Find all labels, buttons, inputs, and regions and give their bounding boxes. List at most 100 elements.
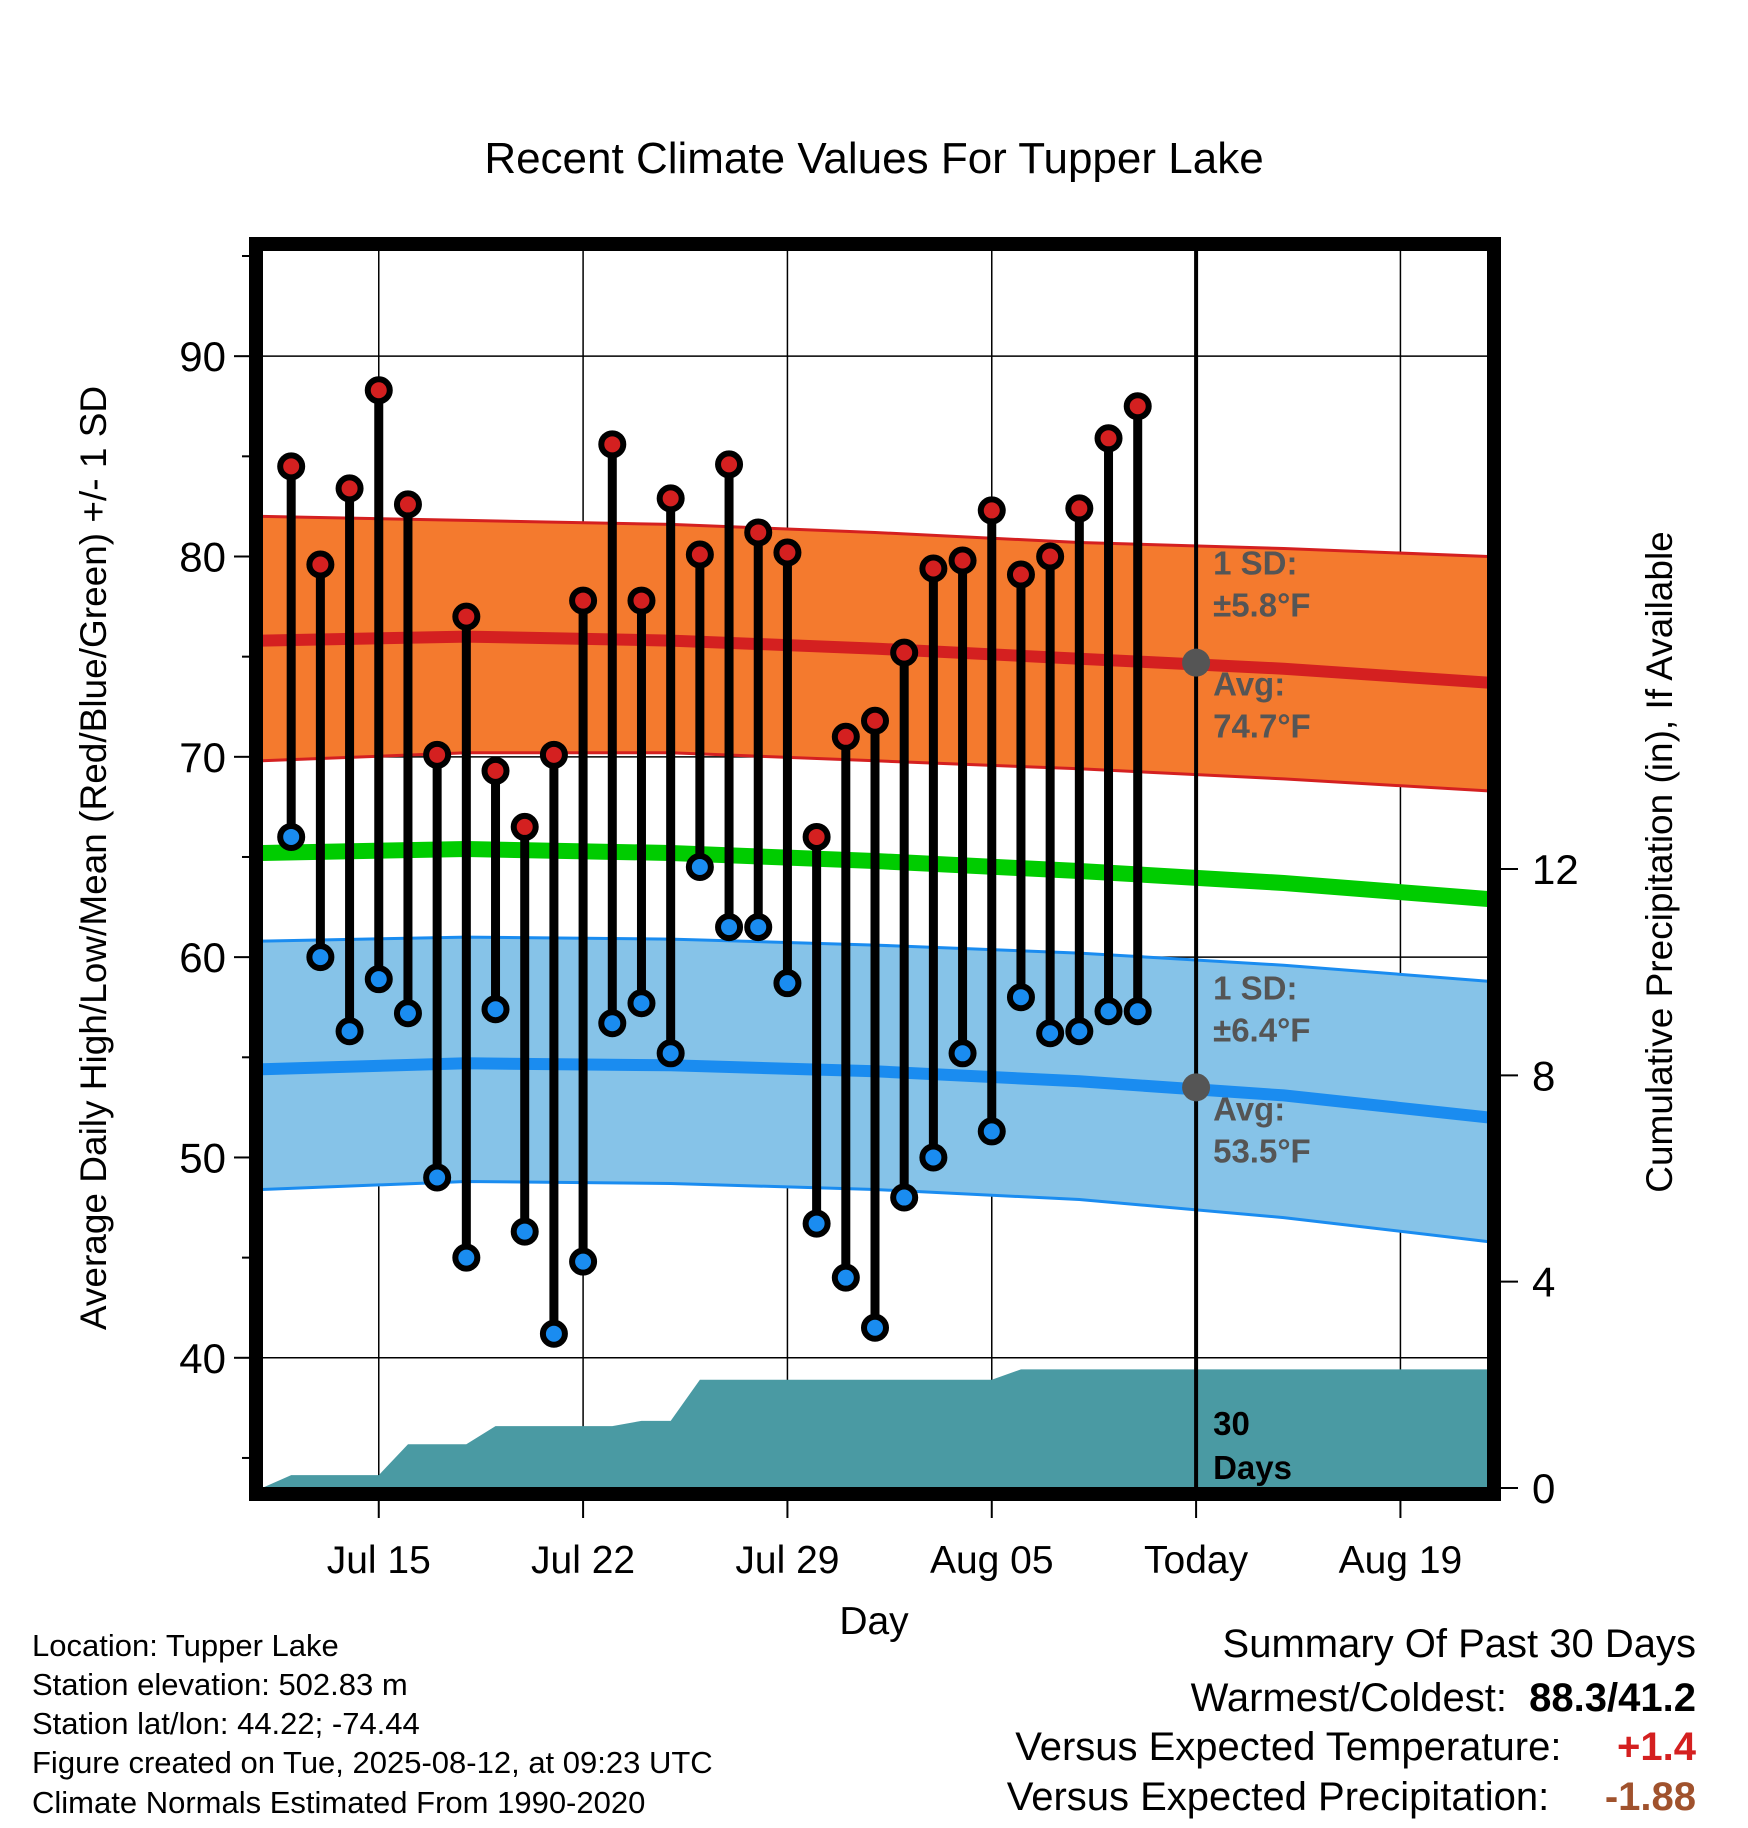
y-left-tick-label: 90 (179, 333, 226, 380)
high-sd-label: 1 SD: (1213, 545, 1297, 582)
precip-vs-expected-value: -1.88 (1604, 1775, 1696, 1819)
daily-high-point (510, 812, 539, 841)
daily-low-point (277, 822, 306, 851)
temp-vs-expected-value: +1.4 (1617, 1725, 1696, 1769)
daily-high-point (1123, 392, 1152, 421)
x-tick-label: Jul 29 (735, 1539, 839, 1582)
daily-high-point (277, 452, 306, 481)
daily-high-point (598, 430, 627, 459)
daily-high-point (423, 740, 452, 769)
daily-low-point (306, 943, 335, 972)
precip-days-label-1: 30 (1213, 1405, 1250, 1442)
high-sd-value: ±5.8°F (1213, 587, 1310, 624)
daily-high-point (335, 474, 364, 503)
warm-cold-label: Warmest/Coldest: (1190, 1676, 1507, 1720)
daily-high-point (861, 706, 889, 735)
low-sd-label: 1 SD: (1213, 969, 1297, 1006)
y-left-tick-label: 70 (179, 734, 226, 781)
y-left-tick-label: 80 (179, 533, 226, 580)
x-tick-label: Jul 22 (531, 1539, 635, 1582)
daily-high-point (948, 546, 977, 575)
daily-low-point (802, 1209, 831, 1238)
y-right-tick-label: 12 (1532, 846, 1579, 893)
summary-warm-cold: Warmest/Coldest: 88.3/41.2 (1191, 1678, 1696, 1718)
daily-high-point (306, 550, 335, 579)
daily-high-point (539, 740, 568, 769)
plot-area: 1 SD: ±5.8°F Avg: 74.7°F 1 SD: ±6.4°F Avg: 53.5… (179, 237, 1579, 1582)
daily-low-point (481, 995, 510, 1024)
daily-low-point (1123, 997, 1152, 1026)
daily-low-point (919, 1143, 948, 1172)
daily-high-point (890, 638, 919, 667)
daily-low-point (1094, 997, 1123, 1026)
daily-high-point (1006, 560, 1035, 589)
daily-low-point (569, 1247, 598, 1276)
x-tick-label: Aug 19 (1339, 1539, 1463, 1582)
daily-low-point (773, 969, 802, 998)
y-axis-right-label: Cumulative Precipitation (in), If Availa… (1639, 531, 1680, 1193)
x-tick-label: Jul 15 (327, 1539, 431, 1582)
precip-vs-expected-label: Versus Expected Precipitation: (1006, 1775, 1550, 1819)
daily-high-point (656, 484, 685, 513)
daily-low-point (452, 1243, 481, 1272)
daily-low-point (831, 1263, 860, 1292)
daily-high-point (481, 756, 510, 785)
x-tick-label: Aug 05 (930, 1539, 1054, 1582)
daily-low-point (627, 989, 656, 1018)
daily-low-point (656, 1039, 685, 1068)
daily-high-point (919, 554, 948, 583)
precip-cumulative-area (262, 1369, 1488, 1488)
daily-low-point (715, 913, 744, 942)
warm-cold-value: 88.3/41.2 (1529, 1676, 1696, 1720)
daily-low-point (890, 1183, 919, 1212)
summary-heading: Summary Of Past 30 Days (1223, 1624, 1696, 1664)
climate-normals-period: Climate Normals Estimated From 1990-2020 (32, 1785, 646, 1820)
daily-high-point (452, 602, 481, 631)
daily-high-point (715, 450, 744, 479)
daily-low-point (1065, 1017, 1094, 1046)
daily-low-point (539, 1319, 568, 1348)
daily-low-point (423, 1163, 452, 1192)
y-left-tick-label: 60 (179, 934, 226, 981)
daily-high-point (977, 496, 1006, 525)
daily-low-point (510, 1217, 539, 1246)
daily-low-point (948, 1039, 977, 1068)
daily-low-point (364, 965, 393, 994)
daily-low-point (685, 852, 714, 881)
y-axis-left-label: Average Daily High/Low/Mean (Red/Blue/Gr… (73, 386, 114, 1330)
low-avg-label: Avg: (1213, 1090, 1285, 1127)
today-low-avg-marker (1182, 1073, 1211, 1102)
plot-clipped-group (262, 250, 1488, 1488)
x-tick-label: Today (1144, 1539, 1249, 1582)
figure-created: Figure created on Tue, 2025-08-12, at 09… (32, 1745, 713, 1780)
daily-low-point (1006, 983, 1035, 1012)
high-avg-value: 74.7°F (1213, 708, 1311, 745)
daily-high-point (685, 540, 714, 569)
y-left-tick-label: 40 (179, 1335, 226, 1382)
station-elevation: Station elevation: 502.83 m (32, 1667, 408, 1702)
low-avg-value: 53.5°F (1213, 1132, 1311, 1169)
y-right-tick-label: 4 (1532, 1259, 1555, 1306)
high-avg-label: Avg: (1213, 666, 1285, 703)
precip-days-label-2: Days (1213, 1449, 1292, 1486)
daily-low-point (393, 999, 422, 1028)
daily-low-point (598, 1009, 627, 1038)
summary-title: Summary Of Past 30 Days (1222, 1622, 1696, 1666)
daily-high-point (744, 518, 773, 547)
y-right-tick-label: 8 (1532, 1052, 1555, 1099)
daily-high-point (1036, 542, 1065, 571)
daily-high-point (1065, 494, 1094, 523)
daily-low-point (861, 1313, 889, 1342)
daily-high-point (1094, 424, 1123, 453)
plot-frame (249, 237, 1501, 1501)
station-latlon: Station lat/lon: 44.22; -74.44 (32, 1706, 420, 1741)
temp-vs-expected-label: Versus Expected Temperature: (1015, 1725, 1562, 1769)
y-right-tick-label: 0 (1532, 1465, 1555, 1512)
y-left-tick-label: 50 (179, 1134, 226, 1181)
high-sd-upper-line (262, 514, 1488, 558)
summary-temperature: Versus Expected Temperature: +1.4 (1015, 1727, 1696, 1767)
daily-low-point (744, 913, 773, 942)
daily-high-point (364, 376, 393, 405)
daily-high-point (393, 490, 422, 519)
